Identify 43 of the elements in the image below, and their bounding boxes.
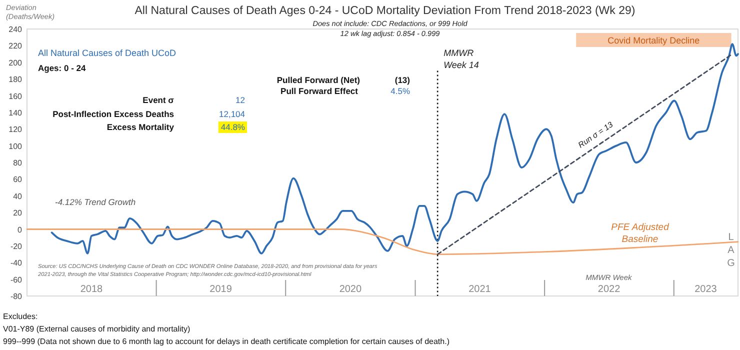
annotation: Excess Mortality bbox=[106, 122, 174, 132]
text: All Natural Causes of Death UCoD bbox=[38, 48, 177, 58]
y-tick-label: 240 bbox=[8, 25, 23, 34]
y-tick-label: 0 bbox=[18, 225, 23, 234]
annotation: (13) bbox=[394, 75, 410, 85]
annotation: Post-Inflection Excess Deaths bbox=[52, 109, 174, 119]
annotation: Event σ bbox=[142, 95, 174, 105]
annotation: 12,104 bbox=[219, 109, 246, 119]
x-tick-label: 2022 bbox=[598, 284, 621, 295]
y-tick-label: 220 bbox=[8, 42, 23, 51]
y-tick-label: 160 bbox=[8, 92, 23, 101]
annotation: Pull Forward Effect bbox=[280, 86, 358, 96]
annotation: 44.8% bbox=[220, 122, 246, 132]
annotation: Run σ = 13 bbox=[576, 120, 616, 150]
y-tick-label: 180 bbox=[8, 75, 23, 84]
y-tick-label: 20 bbox=[13, 208, 23, 218]
x-tick-label: 2019 bbox=[210, 284, 232, 295]
annotation: 4.5% bbox=[390, 86, 410, 96]
y-tick-label: 40 bbox=[13, 192, 23, 201]
annotation: Ages: 0 - 24 bbox=[38, 63, 86, 73]
annotation: Pulled Forward (Net) bbox=[276, 75, 360, 85]
y-tick-label: -40 bbox=[10, 258, 23, 268]
ref-line-label: MMWR Week 14 bbox=[444, 48, 479, 70]
x-tick-label: 2021 bbox=[468, 284, 492, 295]
annotation: -4.12% Trend Growth bbox=[55, 197, 136, 207]
band-label: Covid Mortality Decline bbox=[608, 36, 700, 46]
y-tick-label: 80 bbox=[13, 158, 23, 168]
y-tick-label: 100 bbox=[8, 142, 23, 151]
annotation: 12 bbox=[236, 95, 246, 105]
x-tick-label: 2018 bbox=[80, 284, 104, 295]
y-tick-label: 140 bbox=[8, 108, 23, 118]
y-tick-label: 60 bbox=[13, 175, 23, 184]
y-tick-label: -80 bbox=[10, 292, 23, 301]
x-tick-label: 2020 bbox=[339, 284, 362, 295]
y-tick-label: 200 bbox=[8, 58, 23, 68]
annotation: LAG bbox=[727, 232, 736, 269]
y-tick-label: 120 bbox=[8, 125, 23, 134]
y-tick-label: -60 bbox=[10, 275, 23, 284]
text: Excludes: V01-Y89 (External causes of morbidity and mortality) 999--999 (Data not shown due to 6 month lag to account for delays in death certificate completion for certain causes of death.) bbox=[3, 312, 450, 346]
x-tick-label: 2023 bbox=[694, 284, 718, 295]
y-tick-label: -20 bbox=[10, 242, 23, 251]
series-label: PFE Adjusted Baseline bbox=[611, 222, 670, 245]
chart-title: All Natural Causes of Death Ages 0-24 - UCoD Mortality Deviation From Trend 2018-2023 (Wk 29) bbox=[134, 5, 636, 17]
